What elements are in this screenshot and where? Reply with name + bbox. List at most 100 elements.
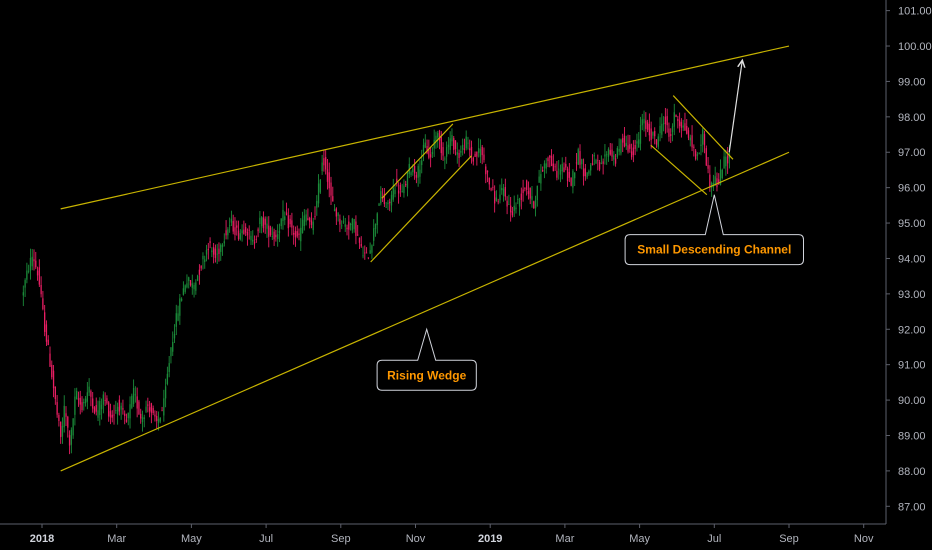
channel-top-line[interactable]: [381, 123, 454, 199]
candle-body: [314, 216, 316, 218]
x-tick-label: Sep: [779, 533, 799, 545]
candle-body: [70, 429, 72, 445]
candle-body: [287, 215, 289, 229]
channel-bottom-line[interactable]: [370, 155, 472, 263]
candle-body: [362, 255, 364, 257]
small-channel-top-line[interactable]: [672, 95, 734, 160]
candle-body: [255, 238, 257, 240]
candle-body: [472, 157, 474, 162]
y-tick-label: 94.00: [898, 253, 926, 265]
candle-body: [45, 324, 48, 342]
callout-1[interactable]: Small Descending Channel: [624, 194, 804, 266]
candle-body: [440, 136, 442, 154]
candle-body: [191, 283, 193, 288]
candle-body: [179, 298, 181, 316]
breakout-arrow-line[interactable]: [728, 60, 742, 153]
candle-body: [301, 219, 304, 234]
candle-body: [723, 156, 725, 169]
candle-body: [371, 245, 373, 253]
candle-body: [600, 163, 603, 164]
x-tick-label: May: [629, 533, 650, 545]
y-axis-ticks[interactable]: 87.00 88.00 89.00 90.00 91.00 92.00 93.00 94.00…: [886, 6, 932, 514]
candle-body: [317, 183, 320, 204]
candle-body: [534, 200, 537, 209]
candle-body: [353, 219, 355, 230]
candle-body: [399, 184, 402, 190]
candle-body: [61, 425, 64, 437]
candle-body: [492, 187, 494, 188]
candle-body: [36, 270, 39, 276]
candle-body: [349, 223, 352, 226]
candle-body: [424, 142, 426, 148]
wedge-upper-line[interactable]: [60, 45, 790, 210]
candle-body: [125, 419, 128, 422]
candle-body: [694, 150, 697, 160]
candle-body: [725, 156, 727, 167]
candle-body: [278, 230, 281, 234]
candle-body: [60, 421, 62, 438]
candle-body: [134, 394, 137, 396]
candle-body: [282, 209, 284, 222]
wedge-lower-line[interactable]: [60, 151, 790, 472]
candle-body: [650, 128, 652, 140]
candle-body: [184, 285, 186, 292]
x-axis-ticks[interactable]: 2018 Mar May Jul Sep Nov 2019 Mar May Jul Sep Nov: [30, 524, 874, 545]
y-tick-label: 96.00: [898, 183, 926, 195]
candle-body: [639, 125, 642, 144]
candle-body: [355, 221, 357, 236]
candle-body: [337, 213, 339, 216]
candle-body: [104, 400, 106, 401]
candle-body: [195, 282, 197, 291]
candle-body: [145, 406, 147, 412]
candle-body: [406, 172, 409, 189]
candle-body: [428, 149, 430, 158]
candle-body: [24, 280, 26, 288]
x-tick-label: Mar: [555, 533, 574, 545]
candle-body: [237, 230, 240, 240]
candle-body: [614, 158, 617, 164]
candle-body: [116, 406, 119, 415]
candle-body: [108, 402, 110, 417]
candle-body: [367, 257, 370, 259]
candle-body: [584, 168, 587, 177]
candle-body: [559, 169, 562, 175]
candle-body: [111, 414, 113, 418]
candle-body: [620, 139, 622, 154]
candle-body: [636, 141, 638, 144]
candle-body: [526, 180, 528, 190]
candle-body: [383, 193, 386, 205]
candle-body: [250, 235, 252, 241]
x-tick-label: Jul: [707, 533, 721, 545]
candle-body: [88, 386, 90, 393]
candle-body: [602, 161, 604, 164]
candle-body: [536, 185, 538, 201]
candle-body: [721, 169, 723, 179]
candle-body: [84, 398, 87, 404]
candle-body: [325, 157, 327, 170]
candle-body: [341, 225, 343, 227]
candle-body: [271, 236, 273, 237]
candle-body: [572, 170, 574, 188]
candle-body: [458, 152, 460, 159]
candle-body: [159, 417, 161, 422]
candle-body: [413, 166, 416, 174]
candle-body: [652, 132, 654, 136]
candle-body: [227, 229, 229, 236]
candle-body: [373, 228, 375, 241]
candle-body: [26, 270, 28, 280]
candle-body: [698, 153, 700, 155]
callout-0[interactable]: Rising Wedge: [376, 327, 477, 391]
candle-body: [380, 191, 382, 204]
candle-body: [348, 221, 350, 230]
candle-body: [504, 186, 506, 197]
candle-body: [625, 143, 627, 146]
candle-body: [152, 408, 154, 414]
candle-body: [410, 172, 412, 176]
small-channel-bottom-line[interactable]: [650, 144, 708, 196]
candle-body: [630, 151, 633, 158]
candle-body: [172, 341, 174, 352]
candle-body: [140, 413, 142, 419]
y-tick-label: 88.00: [898, 466, 926, 478]
